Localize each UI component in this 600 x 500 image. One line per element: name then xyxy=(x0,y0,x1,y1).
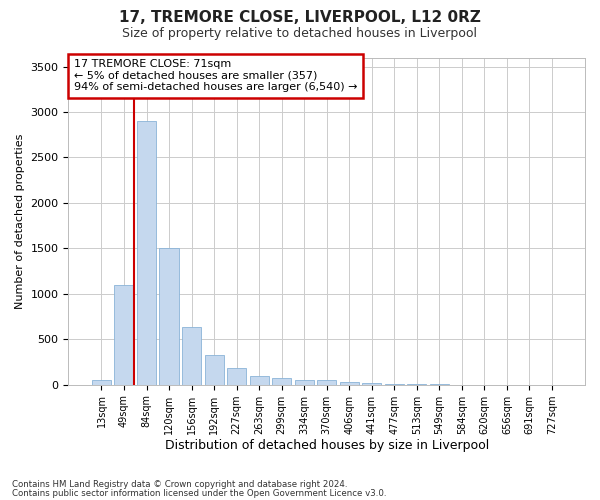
Text: Contains public sector information licensed under the Open Government Licence v3: Contains public sector information licen… xyxy=(12,488,386,498)
Bar xyxy=(227,368,246,384)
Text: Size of property relative to detached houses in Liverpool: Size of property relative to detached ho… xyxy=(122,28,478,40)
Y-axis label: Number of detached properties: Number of detached properties xyxy=(15,134,25,309)
Text: Contains HM Land Registry data © Crown copyright and database right 2024.: Contains HM Land Registry data © Crown c… xyxy=(12,480,347,489)
Bar xyxy=(317,380,336,384)
Text: 17 TREMORE CLOSE: 71sqm
← 5% of detached houses are smaller (357)
94% of semi-de: 17 TREMORE CLOSE: 71sqm ← 5% of detached… xyxy=(74,59,357,92)
X-axis label: Distribution of detached houses by size in Liverpool: Distribution of detached houses by size … xyxy=(164,440,489,452)
Bar xyxy=(115,284,134,384)
Bar xyxy=(160,248,179,384)
Bar xyxy=(362,383,382,384)
Bar xyxy=(182,326,201,384)
Text: 17, TREMORE CLOSE, LIVERPOOL, L12 0RZ: 17, TREMORE CLOSE, LIVERPOOL, L12 0RZ xyxy=(119,10,481,25)
Bar xyxy=(92,380,111,384)
Bar xyxy=(137,121,156,384)
Bar xyxy=(340,382,359,384)
Bar xyxy=(250,376,269,384)
Bar xyxy=(205,354,224,384)
Bar xyxy=(272,378,291,384)
Bar xyxy=(295,380,314,384)
